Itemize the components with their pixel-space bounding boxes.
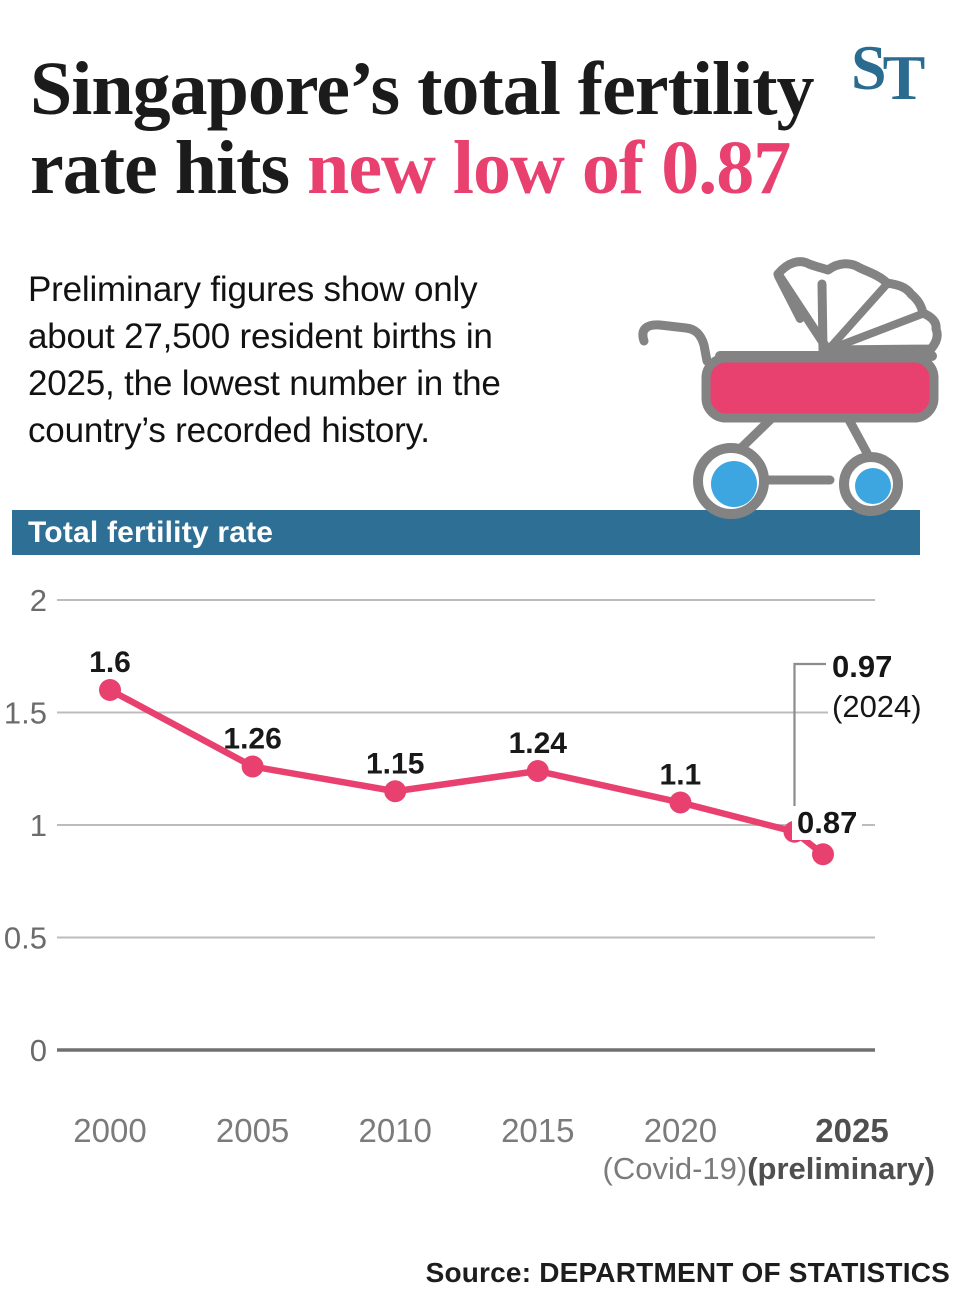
stroller-canopy-fold — [824, 280, 891, 354]
headline-line-2: rate hits new low of 0.87 — [30, 129, 814, 208]
y-tick-label: 0.5 — [4, 921, 47, 956]
point-label-2000: 1.6 — [89, 646, 131, 679]
y-tick-label: 2 — [30, 583, 47, 618]
data-point-2015 — [526, 760, 549, 782]
intro-line: country’s recorded history. — [28, 411, 430, 450]
logo-letter-t: T — [882, 42, 926, 113]
stroller-canopy-pole — [817, 279, 828, 355]
axis-subnotes: (Covid-19)(preliminary) — [603, 1152, 936, 1186]
annotation-2024: 0.97 (2024) — [828, 647, 926, 729]
stroller-canopy-rib — [774, 272, 804, 323]
data-point-2005 — [241, 755, 264, 778]
point-label-2015: 1.24 — [509, 727, 568, 760]
point-label-2005: 1.26 — [223, 723, 281, 756]
headline-text-pink: new low of 0.87 — [307, 126, 791, 210]
x-tick-label-2005: 2005 — [216, 1112, 289, 1149]
x-tick-label-2015: 2015 — [501, 1112, 574, 1149]
stroller-canopy-fold — [824, 310, 926, 354]
headline-text-black-2: rate hits — [30, 126, 308, 210]
y-tick-label: 0 — [30, 1033, 47, 1068]
x-tick-label-2025: 2025 — [815, 1112, 888, 1149]
stroller-chassis — [843, 413, 872, 458]
logo-letter-s: S — [851, 32, 887, 103]
annotation-2025-value: 0.87 — [792, 806, 863, 840]
preliminary-note: (preliminary) — [747, 1151, 935, 1186]
annotation-2024-year: (2024) — [832, 689, 922, 724]
stroller-handle — [638, 320, 712, 366]
baby-stroller-icon — [638, 257, 942, 519]
intro-text: Preliminary figures show only about 27,5… — [28, 266, 501, 454]
x-tick-label-2010: 2010 — [358, 1112, 431, 1149]
point-label-2020: 1.1 — [660, 759, 702, 792]
data-point-2000 — [99, 679, 121, 701]
headline-text-black-1: Singapore’s total fertility — [30, 47, 815, 131]
data-point-2025 — [812, 843, 834, 866]
intro-line: Preliminary figures show only — [28, 270, 478, 309]
fertility-rate-line — [106, 686, 827, 858]
chart-title-bar: Total fertility rate — [12, 510, 920, 555]
point-label-2010: 1.15 — [366, 747, 424, 780]
x-tick-label-2020: 2020 — [644, 1112, 717, 1149]
covid-note: (Covid-19) — [602, 1151, 748, 1186]
callout-line — [793, 662, 826, 832]
headline-line-1: Singapore’s total fertility — [30, 47, 815, 131]
data-point-2010 — [384, 780, 407, 803]
y-tick-label: 1.5 — [4, 696, 47, 731]
stroller-basket — [701, 353, 939, 423]
y-tick-label: 1 — [30, 808, 47, 843]
page-title: Singapore’s total fertility rate hits ne… — [30, 47, 815, 208]
straits-times-logo: ST — [851, 36, 925, 110]
stroller-wheel-right-hub — [855, 468, 891, 504]
stroller-wheel-left-hub — [711, 461, 757, 507]
x-tick-label-2000: 2000 — [73, 1112, 146, 1149]
chart-title: Total fertility rate — [28, 516, 274, 549]
data-point-2020 — [669, 791, 692, 814]
source-credit: Source: DEPARTMENT OF STATISTICS — [425, 1257, 950, 1288]
annotation-2024-value: 0.97 — [832, 649, 893, 684]
intro-line: about 27,500 resident births in — [28, 317, 493, 356]
intro-line: 2025, the lowest number in the — [28, 364, 501, 403]
